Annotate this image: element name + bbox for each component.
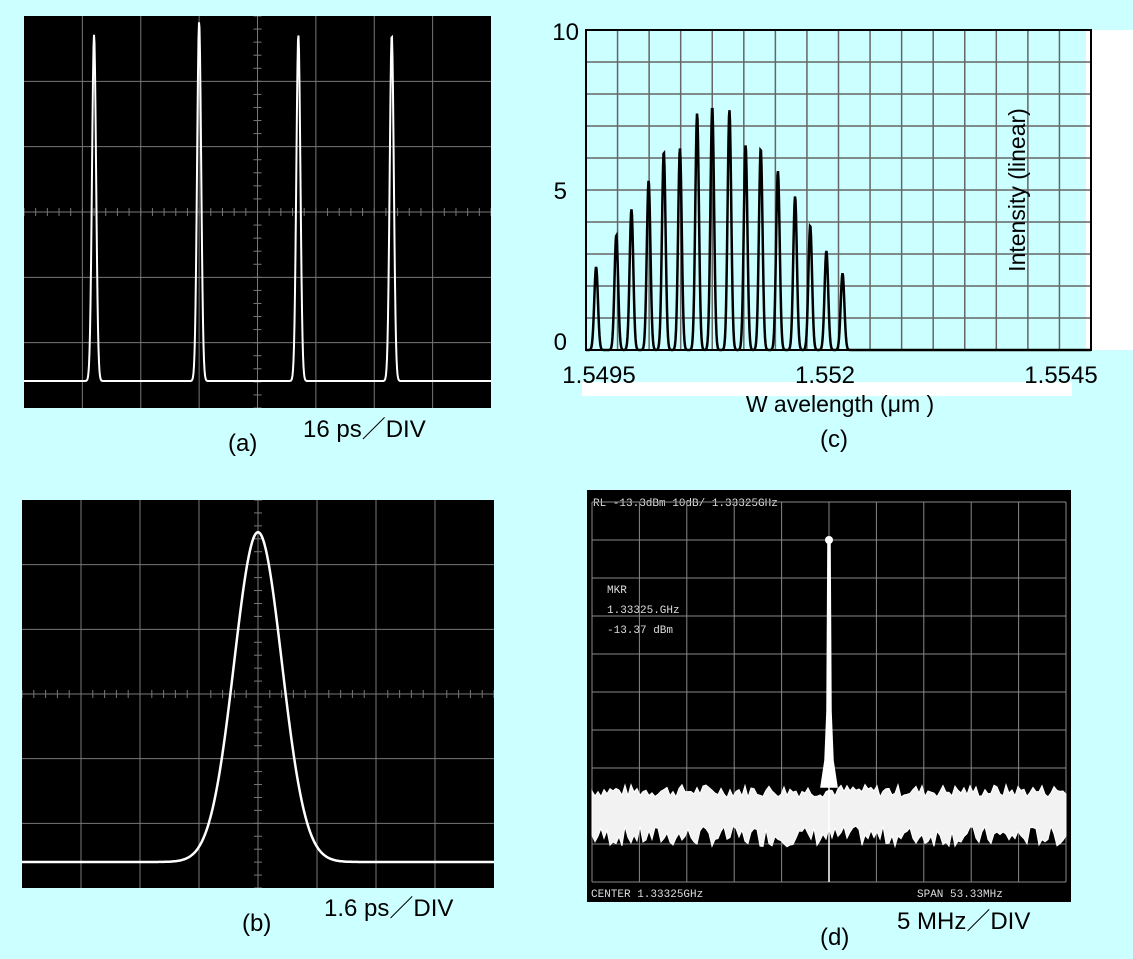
spectral-lines (586, 107, 1091, 352)
x-axis-label: W avelength (μm ) (746, 391, 934, 417)
y-tick-label: 0 (554, 329, 567, 356)
oscilloscope-b (21, 499, 495, 889)
analyzer-center: CENTER 1.33325GHz (591, 889, 703, 901)
y-tick-label: 5 (554, 178, 567, 205)
xlabel-background (582, 382, 1072, 396)
caption-c: (c) (820, 426, 848, 453)
scale-a: 16 ps／DIV (303, 416, 426, 443)
rf-spectrum-trace: RL -13.3dBm 10dB/ 1.33325GHz MKR 1.33325… (591, 498, 1067, 901)
plot-border (585, 29, 1092, 351)
optical-spectrum: 0 5 10 1.5495 1.552 1.5545 W avelength (… (552, 19, 1133, 453)
caption-d: (d) (820, 924, 850, 951)
scale-b: 1.6 ps／DIV (324, 895, 454, 922)
pulse-train-trace (23, 15, 492, 409)
analyzer-header: RL -13.3dBm 10dB/ 1.33325GHz (593, 498, 778, 510)
x-tick-label: 1.5495 (562, 362, 635, 389)
spectrum-chart-c: 0 5 10 1.5495 1.552 1.5545 W avelength (… (500, 0, 1133, 460)
y-axis-label: Intensity (linear) (1004, 108, 1030, 272)
marker-frequency: 1.33325.GHz (607, 605, 680, 617)
caption-b: (b) (242, 910, 272, 937)
caption-a: (a) (228, 430, 258, 457)
scale-d: 5 MHz／DIV (897, 908, 1031, 935)
pulse-trace (22, 530, 494, 864)
graticule (23, 15, 492, 409)
marker-level: -13.37 dBm (607, 625, 673, 637)
spectrum-trace (586, 107, 1091, 352)
pulse-trace (24, 22, 491, 382)
marker-title: MKR (607, 585, 627, 597)
y-tick-label: 10 (552, 19, 579, 46)
single-pulse-trace (21, 499, 495, 889)
plot-area (1086, 30, 1133, 350)
analyzer-span: SPAN 53.33MHz (917, 889, 1003, 901)
x-tick-label: 1.552 (795, 362, 855, 389)
oscilloscope-a (23, 15, 492, 409)
spectrum-analyzer-d: RL -13.3dBm 10dB/ 1.33325GHz MKR 1.33325… (587, 490, 1071, 902)
graticule (21, 499, 495, 889)
x-tick-label: 1.5545 (1024, 362, 1097, 389)
